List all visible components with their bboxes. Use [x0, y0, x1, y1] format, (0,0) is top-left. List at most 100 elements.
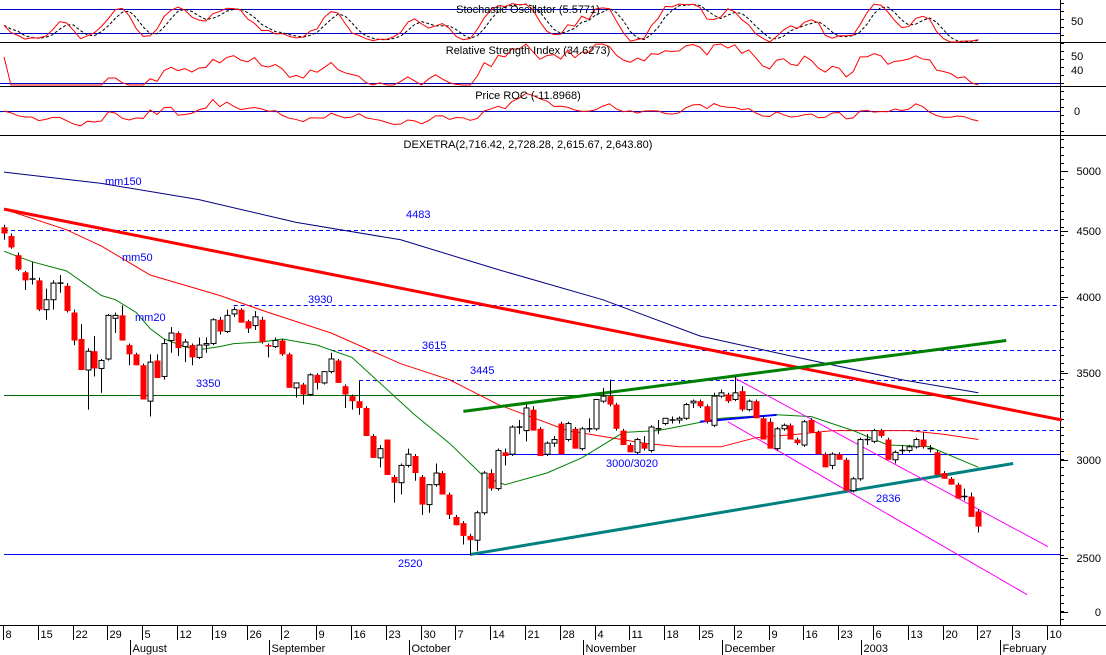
candle-body-down	[878, 430, 885, 436]
candle	[224, 309, 231, 334]
candle	[314, 373, 321, 390]
candle-body-down	[948, 478, 955, 485]
week-label: 25	[702, 629, 714, 641]
candle-body-up	[43, 299, 50, 311]
candle	[15, 252, 22, 271]
candle	[551, 435, 558, 447]
candle-body-down	[363, 407, 370, 436]
week-label: 22	[76, 629, 88, 641]
candle-body-down	[843, 459, 850, 491]
candle	[446, 492, 453, 519]
week-label: 3	[1015, 629, 1021, 641]
candle	[878, 428, 885, 438]
candle	[516, 420, 523, 435]
candle-body-up	[210, 319, 217, 345]
mm20-label: mm20	[135, 312, 166, 324]
channel-lower-trendline	[727, 421, 1028, 596]
candle-body-down	[767, 421, 774, 449]
long-term-resistance-trendline	[3, 207, 1063, 422]
candle	[272, 337, 279, 349]
week-label: 26	[250, 629, 262, 641]
candle	[523, 404, 530, 442]
candle	[787, 423, 794, 440]
candle-body-down	[71, 312, 78, 341]
candle	[377, 444, 384, 468]
candle	[335, 358, 342, 383]
candle	[864, 434, 871, 445]
candle-body-down	[370, 435, 377, 458]
candle	[572, 427, 579, 449]
candle	[558, 421, 565, 455]
candle-body-up	[495, 449, 502, 490]
candle	[36, 277, 43, 312]
candle	[495, 448, 502, 491]
candle	[627, 443, 634, 453]
candle-body-down	[968, 496, 975, 517]
candle	[648, 425, 655, 453]
candle	[683, 402, 690, 421]
candle	[328, 352, 335, 374]
candle-body-up	[474, 512, 481, 541]
price-axis-label: 4500	[1077, 226, 1101, 238]
candle-body-down	[920, 439, 927, 447]
candle-body-down	[342, 386, 349, 395]
candle	[955, 482, 962, 499]
candle	[920, 432, 927, 449]
candle	[398, 463, 405, 495]
candle	[126, 343, 133, 366]
candle	[245, 319, 252, 334]
candle-body-down	[78, 339, 85, 371]
level-label-3615: 3615	[422, 340, 447, 352]
candle	[697, 399, 704, 408]
candle	[634, 437, 641, 455]
candle	[57, 274, 64, 293]
candle	[753, 399, 760, 419]
candle	[467, 533, 474, 556]
rising-resistance-trendline	[463, 339, 1007, 413]
candle	[669, 416, 676, 424]
candle-body-down	[238, 309, 245, 323]
candle	[293, 382, 300, 398]
candle	[892, 450, 899, 464]
candle	[98, 358, 105, 393]
candle-body-down	[725, 394, 732, 402]
candle	[370, 434, 377, 458]
candle-body-up	[196, 344, 203, 358]
month-label: November	[586, 643, 637, 655]
candle	[781, 423, 788, 431]
candle	[29, 261, 36, 285]
week-label: 16	[806, 629, 818, 641]
candle	[252, 311, 259, 331]
candle-body-up	[293, 382, 300, 389]
candle-body-up	[662, 417, 669, 425]
candle	[941, 471, 948, 479]
candle-body-down	[126, 345, 133, 355]
candle-body-down	[808, 420, 815, 433]
week-label: 28	[563, 629, 575, 641]
candle-body-down	[189, 345, 196, 358]
candle-body-up	[147, 361, 154, 402]
candle-body-up	[774, 428, 781, 450]
candle	[620, 428, 627, 445]
candle-body-down	[627, 444, 634, 453]
month-label: February	[1003, 643, 1048, 655]
week-label: 19	[215, 629, 227, 641]
candle	[906, 444, 913, 453]
candle	[871, 428, 878, 444]
candle	[607, 379, 614, 407]
candle-body-down	[391, 476, 398, 483]
candle-body-down	[704, 406, 711, 422]
candle-body-up	[105, 314, 112, 360]
candle-body-down	[314, 374, 321, 383]
candle-body-up	[746, 400, 753, 411]
candle-body-down	[613, 404, 620, 429]
candle	[71, 309, 78, 346]
candle	[927, 444, 934, 453]
candle	[655, 420, 662, 435]
candle	[948, 476, 955, 485]
candle-body-down	[22, 272, 29, 281]
candle-body-down	[384, 439, 391, 475]
candle-body-up	[892, 451, 899, 461]
